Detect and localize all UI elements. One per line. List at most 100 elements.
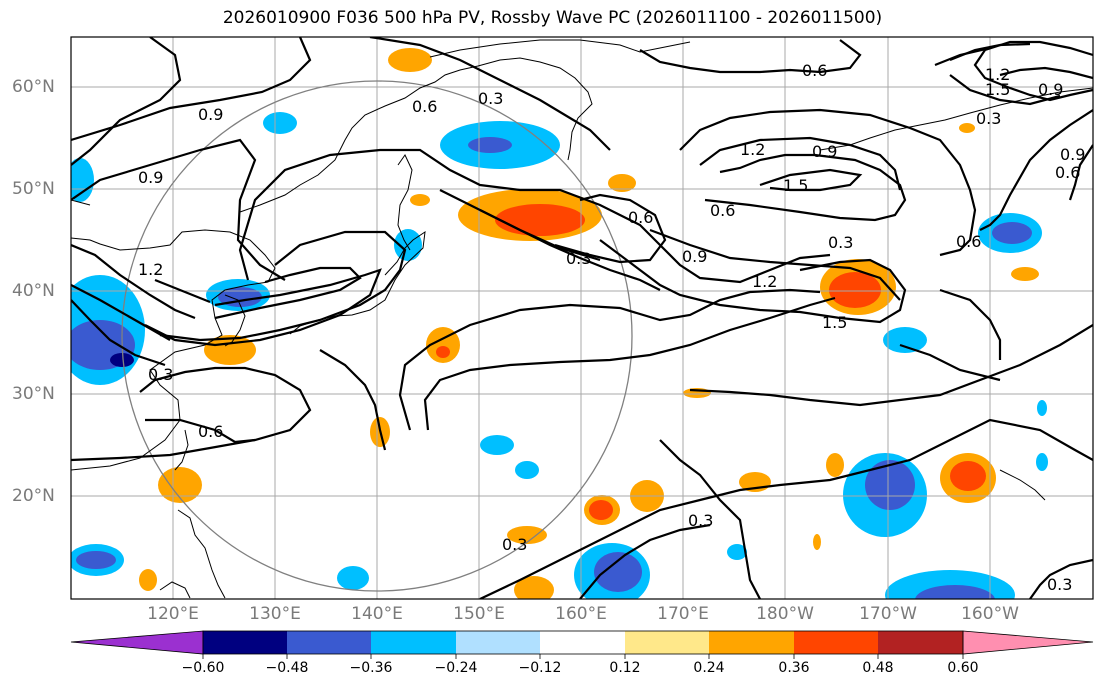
contour-label: 1.5 bbox=[822, 313, 847, 332]
colorbar-segment bbox=[203, 631, 287, 654]
contour-label: 1.5 bbox=[783, 176, 808, 195]
shade-blob bbox=[1011, 267, 1039, 281]
shade-blob bbox=[158, 467, 202, 503]
coastlines bbox=[71, 39, 1093, 599]
contour-label: 0.6 bbox=[198, 422, 223, 441]
contour-label: 0.9 bbox=[1060, 145, 1085, 164]
shade-blob bbox=[337, 566, 369, 590]
shade-blob bbox=[263, 112, 297, 134]
shade-blob bbox=[1037, 400, 1047, 416]
contour-label: 0.3 bbox=[688, 511, 713, 530]
colorbar-segment bbox=[540, 631, 625, 654]
shade-blob bbox=[426, 327, 460, 363]
colorbar-segment bbox=[794, 631, 878, 654]
colorbar-tick-label: −0.36 bbox=[349, 660, 393, 676]
shade-blob bbox=[410, 194, 430, 206]
lat-label: 20°N bbox=[12, 486, 55, 506]
anomaly-shading bbox=[71, 48, 1048, 599]
pv-contours bbox=[71, 37, 1093, 599]
shade-blob bbox=[608, 174, 636, 192]
colorbar-tick-label: 0.12 bbox=[609, 660, 641, 676]
shade-blob bbox=[813, 534, 821, 550]
lon-label: 160°E bbox=[555, 604, 607, 624]
map-title: 2026010900 F036 500 hPa PV, Rossby Wave … bbox=[222, 8, 883, 28]
lat-label: 40°N bbox=[12, 281, 55, 301]
colorbar-tick-label: −0.48 bbox=[265, 660, 309, 676]
colorbar-segment bbox=[70, 630, 204, 655]
contour-label: 0.9 bbox=[1038, 80, 1063, 99]
contour-label: 0.6 bbox=[1055, 163, 1080, 182]
contour-label: 0.3 bbox=[478, 89, 503, 108]
shade-blob bbox=[468, 137, 512, 153]
contour-label: 0.6 bbox=[710, 201, 735, 220]
lat-label: 50°N bbox=[12, 179, 55, 199]
shade-blob bbox=[883, 327, 927, 353]
lon-label: 170°E bbox=[657, 604, 709, 624]
colorbar-tick-label: −0.12 bbox=[518, 660, 562, 676]
shade-blob bbox=[71, 158, 94, 202]
lon-label: 160°W bbox=[961, 604, 1019, 624]
contour-label: 0.9 bbox=[138, 168, 163, 187]
shade-blob bbox=[436, 346, 450, 358]
lon-label: 170°W bbox=[859, 604, 917, 624]
shade-blob bbox=[865, 460, 915, 510]
lon-label: 140°E bbox=[351, 604, 403, 624]
lat-label: 60°N bbox=[12, 77, 55, 97]
contour-label: 1.5 bbox=[985, 80, 1010, 99]
colorbar bbox=[70, 630, 1094, 659]
contour-label: 0.6 bbox=[802, 61, 827, 80]
contour-label: 0.6 bbox=[412, 97, 437, 116]
shade-blob bbox=[139, 569, 157, 591]
shade-blob bbox=[727, 544, 747, 560]
shade-blob bbox=[76, 551, 116, 569]
shade-blob bbox=[915, 585, 995, 599]
contour-label: 0.3 bbox=[502, 535, 527, 554]
contour-label: 1.2 bbox=[985, 65, 1010, 84]
colorbar-tick-label: 0.36 bbox=[778, 660, 810, 676]
lon-label: 150°E bbox=[453, 604, 505, 624]
shade-blob bbox=[594, 552, 642, 592]
contour-label: 0.3 bbox=[976, 109, 1001, 128]
lon-label: 120°E bbox=[147, 604, 199, 624]
colorbar-tick-label: 0.60 bbox=[947, 660, 979, 676]
shade-blob bbox=[110, 353, 134, 367]
contour-label: 0.9 bbox=[682, 247, 707, 266]
contour-label: 1.2 bbox=[740, 140, 765, 159]
contour-label: 0.9 bbox=[198, 105, 223, 124]
colorbar-frame bbox=[202, 630, 964, 655]
reference-circle bbox=[121, 80, 633, 592]
gridlines bbox=[71, 37, 1093, 599]
shade-blob bbox=[829, 272, 881, 308]
colorbar-tick-label: −0.60 bbox=[181, 660, 225, 676]
contour-label: 1.2 bbox=[752, 272, 777, 291]
colorbar-tick-label: −0.24 bbox=[434, 660, 478, 676]
shade-blob bbox=[992, 222, 1032, 244]
shade-blob bbox=[950, 461, 986, 491]
contour-label: 0.3 bbox=[148, 365, 173, 384]
contour-label: 1.2 bbox=[138, 260, 163, 279]
contour-label: 0.3 bbox=[828, 233, 853, 252]
lon-label: 130°E bbox=[249, 604, 301, 624]
colorbar-segment bbox=[962, 630, 1094, 655]
shade-blob bbox=[388, 48, 432, 72]
contour-label: 0.3 bbox=[1047, 575, 1072, 594]
lat-label: 30°N bbox=[12, 384, 55, 404]
shade-blob bbox=[480, 435, 514, 455]
shade-blob bbox=[1036, 453, 1048, 471]
contour-label: 0.6 bbox=[956, 232, 981, 251]
contour-label: 0.9 bbox=[812, 142, 837, 161]
shade-blob bbox=[959, 123, 975, 133]
lon-label: 180°W bbox=[756, 604, 814, 624]
colorbar-segment bbox=[371, 631, 456, 654]
colorbar-segment bbox=[287, 631, 371, 654]
colorbar-segment bbox=[625, 631, 709, 654]
map-plot-area: 0.9 0.6 0.3 0.6 0.9 1.2 0.3 0.6 0.9 1.2 … bbox=[71, 37, 1093, 599]
shade-blob bbox=[589, 500, 613, 520]
shade-blob bbox=[507, 526, 547, 544]
contour-label: 0.6 bbox=[628, 208, 653, 227]
shade-blob bbox=[495, 204, 585, 236]
contour-label: 0.3 bbox=[566, 249, 591, 268]
shade-blob bbox=[514, 576, 554, 599]
contour-labels: 0.9 0.6 0.3 0.6 0.9 1.2 0.3 0.6 0.9 1.2 … bbox=[138, 61, 1085, 594]
